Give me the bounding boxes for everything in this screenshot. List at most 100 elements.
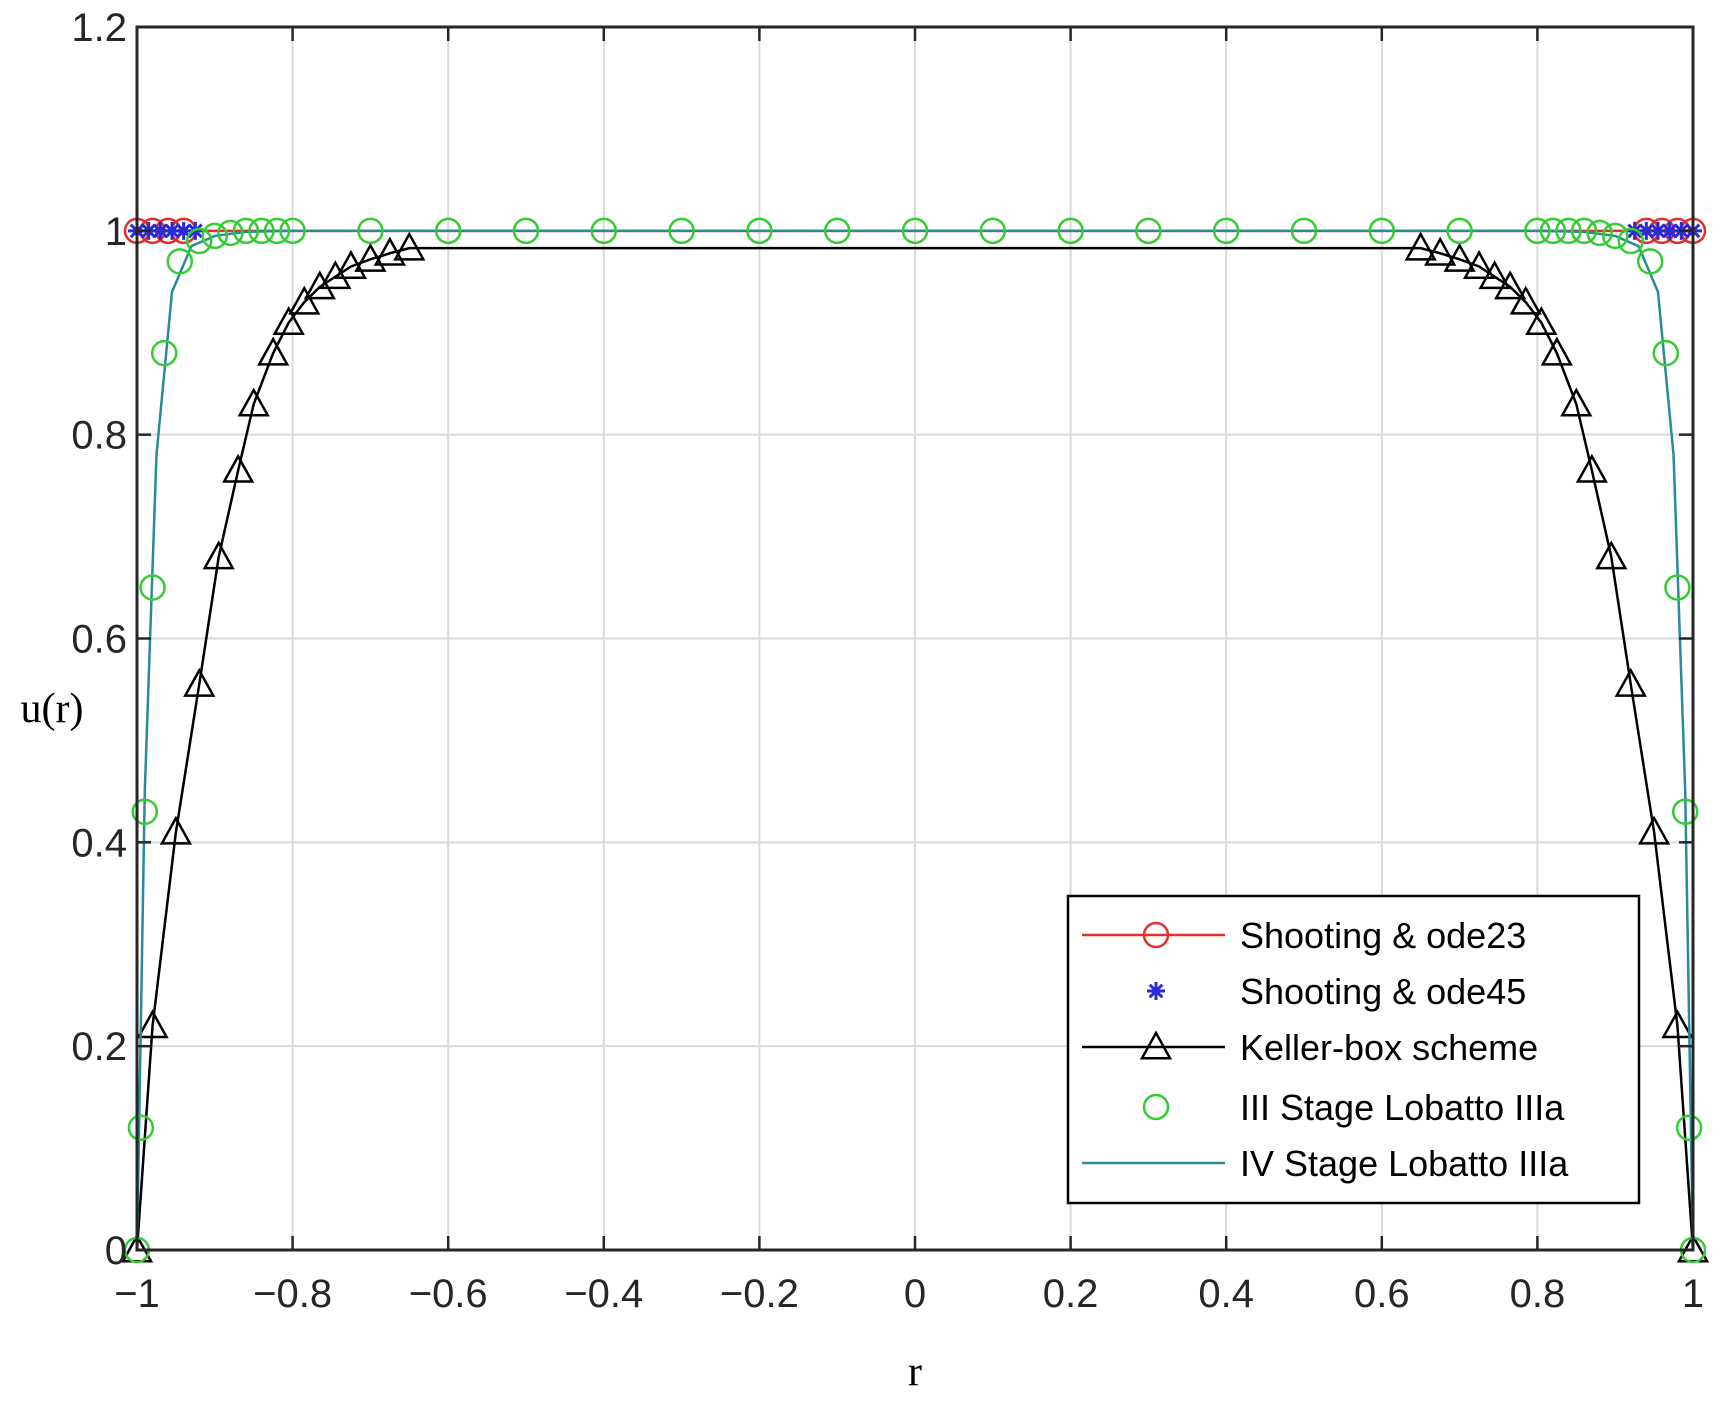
series-point	[334, 249, 368, 279]
series-point	[1494, 270, 1527, 300]
x-tick-label: 0.4	[1198, 1272, 1254, 1316]
series-point	[1614, 667, 1647, 697]
series-point	[185, 227, 213, 255]
series-point	[163, 221, 182, 240]
series-point	[279, 217, 306, 245]
legend-label: III Stage Lobatto IIIa	[1240, 1087, 1565, 1128]
y-tick-label: 0.2	[71, 1025, 127, 1069]
series-point	[263, 217, 291, 245]
series-point	[288, 285, 321, 315]
series-point	[1664, 574, 1691, 601]
series-4	[135, 229, 1695, 1251]
x-tick-label: −1	[114, 1272, 160, 1316]
series-point	[590, 217, 618, 245]
series-point	[136, 1009, 169, 1039]
series-point	[746, 217, 773, 245]
series-point	[354, 242, 387, 272]
series-point	[1586, 219, 1613, 247]
series-point	[248, 217, 275, 245]
series-point	[668, 217, 695, 245]
series-point	[1539, 217, 1567, 245]
series-point	[1675, 1114, 1703, 1141]
x-axis-title: r	[908, 1349, 922, 1395]
series-point	[1540, 336, 1573, 366]
series-point	[1290, 217, 1318, 245]
series-point	[1652, 339, 1680, 367]
series-point	[217, 219, 244, 247]
series-point	[1509, 285, 1542, 315]
series-point	[1671, 798, 1699, 826]
series-point	[357, 217, 384, 245]
series-point	[1560, 387, 1593, 417]
series-point	[1595, 540, 1628, 570]
series-point	[237, 387, 270, 417]
y-tick-label: 0.8	[71, 414, 127, 458]
series-point	[1601, 222, 1629, 250]
series-point	[1443, 242, 1476, 272]
legend-label: Shooting & ode45	[1240, 971, 1526, 1012]
series-layer	[120, 217, 1710, 1264]
series-point	[1648, 221, 1667, 240]
x-tick-label: 1	[1682, 1272, 1704, 1316]
series-point	[183, 667, 216, 697]
legend-marker	[1147, 982, 1165, 1000]
series-point	[1617, 227, 1645, 255]
series-point	[272, 305, 305, 336]
series-point	[1404, 231, 1437, 261]
legend-label: Keller-box scheme	[1240, 1027, 1538, 1068]
series-point	[1368, 217, 1396, 245]
y-axis-title: u(r)	[21, 686, 84, 732]
x-tick-label: −0.2	[720, 1272, 799, 1316]
series-point	[1524, 217, 1551, 245]
y-tick-label: 0.6	[71, 618, 127, 662]
series-point	[139, 574, 166, 601]
series-point	[127, 1114, 155, 1141]
x-tick-label: −0.6	[409, 1272, 488, 1316]
series-point	[1446, 217, 1473, 245]
series-point	[1637, 221, 1656, 240]
series-point	[1555, 217, 1582, 245]
legend: Shooting & ode23 Shooting & ode45 Keller-b…	[1066, 894, 1641, 1205]
series-point	[1661, 1009, 1694, 1039]
series-point	[303, 270, 336, 300]
x-tick-label: −0.4	[564, 1272, 643, 1316]
series-point	[201, 222, 229, 250]
series-point	[1636, 248, 1664, 275]
series-point	[901, 217, 929, 245]
y-tick-label: 1.2	[71, 6, 127, 50]
series-point	[150, 339, 178, 367]
x-tick-label: 0.2	[1043, 1272, 1099, 1316]
series-point	[319, 260, 352, 290]
series-3	[123, 217, 1707, 1264]
tick-labels: −1 −0.8 −0.6 −0.4 −0.2 0 0.2 0.4 0.6 0.8 1 0 0.2 0.4 0…	[71, 6, 1704, 1316]
series-point	[434, 217, 462, 245]
legend-box	[1066, 894, 1641, 1205]
series-point	[823, 217, 851, 245]
series-point	[151, 221, 170, 240]
series-point	[1478, 260, 1511, 290]
series-point	[257, 336, 290, 366]
x-tick-label: 0	[904, 1272, 926, 1316]
legend-marker	[1142, 1093, 1170, 1121]
x-tick-label: 0.6	[1354, 1272, 1410, 1316]
y-tick-label: 1	[105, 210, 127, 254]
ticks	[135, 25, 1695, 1252]
series-point	[232, 217, 260, 245]
series-point	[1212, 217, 1240, 245]
legend-label: Shooting & ode23	[1240, 915, 1526, 956]
series-line	[135, 229, 1695, 1251]
series-2	[120, 231, 1710, 1263]
series-point	[1570, 217, 1598, 245]
series-point	[202, 540, 235, 570]
series-point	[222, 453, 255, 483]
series-point	[1424, 236, 1457, 266]
series-point	[1660, 221, 1679, 240]
series-point	[166, 248, 194, 275]
legend-label: IV Stage Lobatto IIIa	[1240, 1143, 1569, 1184]
series-point	[1525, 305, 1558, 336]
x-tick-label: 0.8	[1510, 1272, 1566, 1316]
series-point	[393, 231, 426, 261]
series-point	[174, 221, 193, 240]
series-point	[1462, 249, 1496, 279]
